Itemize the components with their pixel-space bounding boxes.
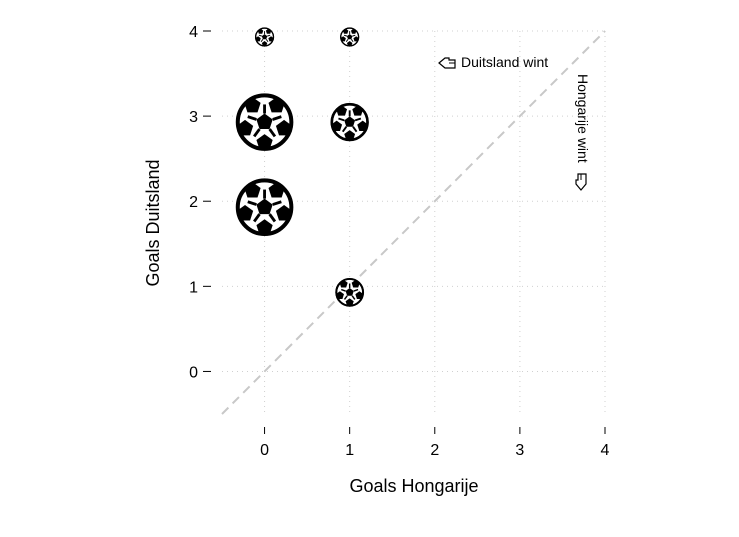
annotation-germany-wins-text: Duitsland wint [461, 54, 548, 70]
annotation-hungary-wins-text: Hongarije wint [575, 74, 591, 163]
data-point-5 [335, 277, 365, 307]
y-tick-label-4: 4 [189, 24, 198, 41]
x-tick-label-2: 2 [430, 442, 439, 459]
diagonal-reference-line [221, 30, 606, 415]
y-axis-title: Goals Duitsland [143, 159, 163, 286]
y-tick-label-1: 1 [189, 279, 198, 296]
pointing-hand-left-icon [438, 57, 456, 69]
x-tick-label-3: 3 [515, 442, 524, 459]
data-point-4 [235, 178, 294, 237]
data-point-1 [340, 27, 360, 47]
y-tick-label-2: 2 [189, 194, 198, 211]
x-axis: 0 1 2 3 4 [260, 427, 610, 459]
data-points [235, 27, 369, 307]
data-point-0 [254, 27, 275, 47]
data-point-2 [235, 93, 294, 151]
x-axis-title: Goals Hongarije [349, 476, 478, 496]
data-point-3 [330, 102, 369, 142]
x-tick-label-0: 0 [260, 442, 269, 459]
x-tick-label-4: 4 [601, 442, 610, 459]
y-axis: 0 1 2 3 4 [189, 24, 211, 381]
annotation-hungary-wins: Hongarije wint [575, 74, 591, 191]
y-tick-label-0: 0 [189, 364, 198, 381]
y-tick-label-3: 3 [189, 109, 198, 126]
pointing-hand-down-icon [575, 173, 587, 191]
x-tick-label-1: 1 [345, 442, 354, 459]
annotation-germany-wins: Duitsland wint [438, 54, 548, 70]
